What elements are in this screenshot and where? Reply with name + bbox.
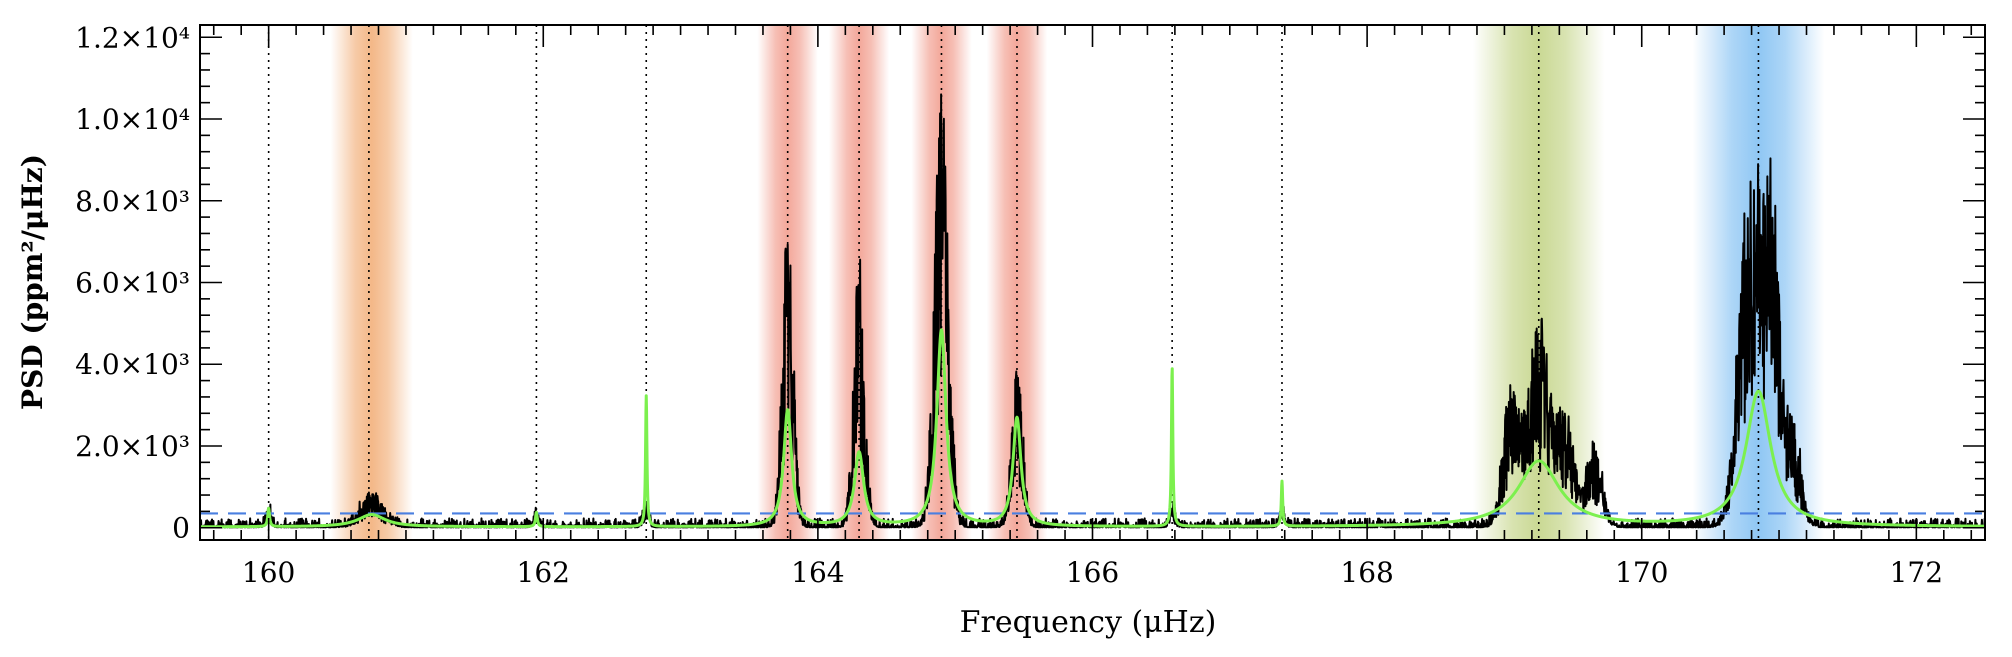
x-tick-labels: 160 162 164 166 168 170 172 bbox=[242, 556, 1943, 589]
shaded-bands bbox=[330, 25, 1825, 540]
tick-marks bbox=[200, 25, 1985, 540]
y-tick-label: 8.0×10³ bbox=[75, 185, 190, 218]
x-tick-label: 164 bbox=[791, 556, 844, 589]
y-tick-label: 0 bbox=[172, 512, 190, 545]
y-tick-label: 2.0×10³ bbox=[75, 430, 190, 463]
x-tick-label: 166 bbox=[1066, 556, 1119, 589]
x-tick-label: 172 bbox=[1890, 556, 1943, 589]
x-tick-label: 162 bbox=[517, 556, 570, 589]
y-axis-title: PSD (ppm²/μHz) bbox=[16, 154, 49, 410]
y-tick-label: 6.0×10³ bbox=[75, 267, 190, 300]
x-tick-label: 160 bbox=[242, 556, 295, 589]
y-tick-label: 1.2×10⁴ bbox=[75, 21, 190, 54]
y-tick-label: 1.0×10⁴ bbox=[75, 103, 190, 136]
y-tick-labels: 0 2.0×10³ 4.0×10³ 6.0×10³ 8.0×10³ 1.0×10⁴ 1.2×… bbox=[75, 21, 190, 544]
x-tick-label: 168 bbox=[1340, 556, 1393, 589]
shaded-band bbox=[330, 25, 413, 540]
x-tick-label: 170 bbox=[1615, 556, 1668, 589]
y-tick-label: 4.0×10³ bbox=[75, 348, 190, 381]
x-axis-title: Frequency (μHz) bbox=[960, 605, 1217, 640]
